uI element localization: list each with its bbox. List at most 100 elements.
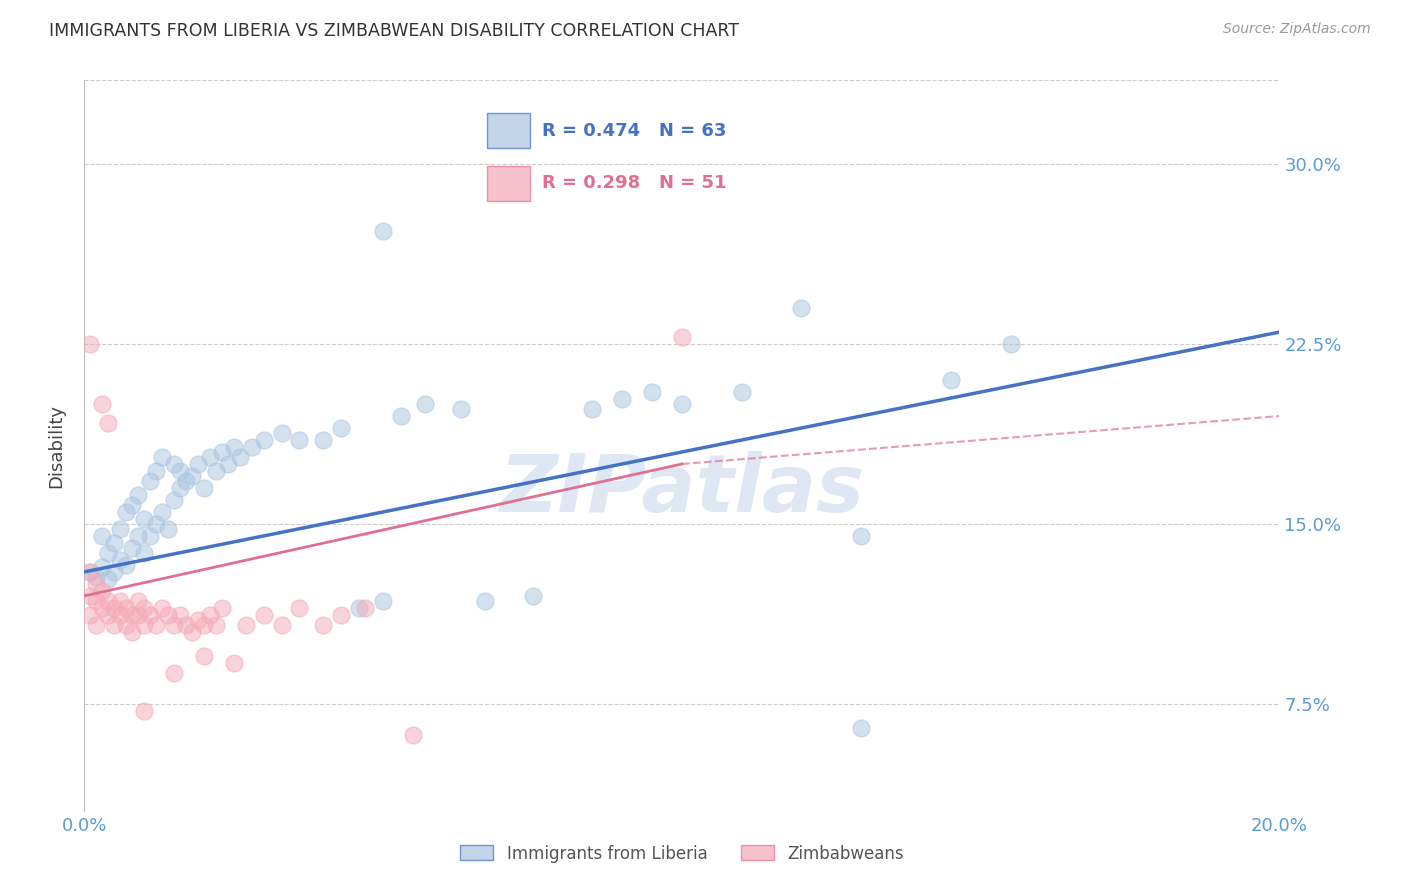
Point bbox=[253, 433, 276, 447]
Point bbox=[288, 600, 311, 615]
Point bbox=[228, 450, 252, 464]
Point bbox=[169, 481, 191, 495]
Point bbox=[86, 617, 108, 632]
Point bbox=[169, 464, 191, 478]
Point bbox=[127, 608, 149, 623]
Point bbox=[97, 416, 120, 430]
Point bbox=[731, 385, 754, 400]
Point bbox=[157, 522, 180, 536]
Point bbox=[330, 421, 353, 435]
Point bbox=[103, 565, 125, 579]
Point bbox=[450, 401, 472, 416]
Point bbox=[851, 529, 873, 543]
Point bbox=[187, 457, 209, 471]
Point bbox=[163, 665, 186, 680]
Point bbox=[612, 392, 634, 407]
Point bbox=[79, 337, 101, 351]
Point bbox=[790, 301, 813, 315]
Point bbox=[641, 385, 664, 400]
Point bbox=[115, 558, 138, 572]
Point bbox=[193, 648, 215, 663]
Point bbox=[132, 546, 156, 560]
Point bbox=[217, 457, 239, 471]
Point bbox=[205, 464, 228, 478]
Point bbox=[312, 617, 335, 632]
Point bbox=[115, 505, 138, 519]
Text: IMMIGRANTS FROM LIBERIA VS ZIMBABWEAN DISABILITY CORRELATION CHART: IMMIGRANTS FROM LIBERIA VS ZIMBABWEAN DI… bbox=[49, 22, 740, 40]
Point bbox=[193, 617, 215, 632]
Point bbox=[127, 593, 149, 607]
Point bbox=[150, 600, 173, 615]
Point bbox=[145, 464, 167, 478]
Point bbox=[103, 600, 125, 615]
Point bbox=[127, 488, 149, 502]
Point bbox=[150, 450, 173, 464]
Point bbox=[389, 409, 412, 423]
Point bbox=[91, 397, 114, 411]
Point bbox=[211, 445, 233, 459]
Point bbox=[187, 613, 209, 627]
Point bbox=[222, 440, 245, 454]
Point bbox=[121, 541, 143, 555]
Point bbox=[312, 433, 335, 447]
Point bbox=[139, 529, 162, 543]
Point bbox=[132, 704, 156, 718]
Point bbox=[79, 565, 101, 579]
Point bbox=[79, 589, 101, 603]
Point bbox=[132, 512, 156, 526]
Point bbox=[110, 522, 132, 536]
Point bbox=[145, 617, 167, 632]
Point bbox=[253, 608, 276, 623]
Point bbox=[97, 593, 120, 607]
Legend: Immigrants from Liberia, Zimbabweans: Immigrants from Liberia, Zimbabweans bbox=[453, 838, 911, 869]
Point bbox=[163, 492, 186, 507]
Point bbox=[198, 450, 221, 464]
Point bbox=[110, 593, 132, 607]
Point bbox=[174, 617, 197, 632]
Point bbox=[240, 440, 263, 454]
Text: ZIPatlas: ZIPatlas bbox=[499, 450, 865, 529]
Point bbox=[110, 608, 132, 623]
Point bbox=[121, 608, 143, 623]
Point bbox=[1000, 337, 1022, 351]
Point bbox=[103, 536, 125, 550]
Point bbox=[671, 397, 693, 411]
Point bbox=[354, 600, 377, 615]
Point bbox=[181, 624, 204, 639]
Point bbox=[79, 608, 101, 623]
Point bbox=[270, 617, 292, 632]
Point bbox=[349, 600, 371, 615]
Point bbox=[205, 617, 228, 632]
Point bbox=[288, 433, 311, 447]
Point bbox=[139, 474, 162, 488]
Point bbox=[222, 656, 245, 670]
Point bbox=[270, 425, 292, 440]
Y-axis label: Disability: Disability bbox=[48, 404, 66, 488]
Point bbox=[373, 593, 395, 607]
Point bbox=[181, 469, 204, 483]
Point bbox=[91, 600, 114, 615]
Point bbox=[163, 457, 186, 471]
Point bbox=[86, 593, 108, 607]
Point bbox=[103, 617, 125, 632]
Point bbox=[671, 330, 693, 344]
Point bbox=[121, 498, 143, 512]
Point bbox=[97, 546, 120, 560]
Point bbox=[86, 577, 108, 591]
Text: Source: ZipAtlas.com: Source: ZipAtlas.com bbox=[1223, 22, 1371, 37]
Point bbox=[211, 600, 233, 615]
Point bbox=[235, 617, 257, 632]
Point bbox=[193, 481, 215, 495]
Point bbox=[115, 600, 138, 615]
Point bbox=[139, 608, 162, 623]
Point bbox=[86, 570, 108, 584]
Point bbox=[97, 608, 120, 623]
Point bbox=[132, 617, 156, 632]
Point bbox=[939, 373, 962, 387]
Point bbox=[91, 560, 114, 574]
Point bbox=[330, 608, 353, 623]
Point bbox=[163, 617, 186, 632]
Point bbox=[157, 608, 180, 623]
Point bbox=[474, 593, 496, 607]
Point bbox=[97, 572, 120, 586]
